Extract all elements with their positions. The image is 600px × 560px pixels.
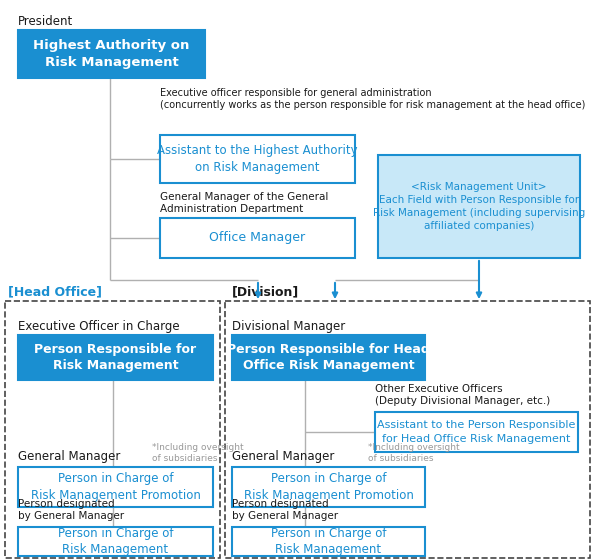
Bar xyxy=(18,467,213,507)
Text: Person Responsible for Head
Office Risk Management: Person Responsible for Head Office Risk … xyxy=(227,343,430,372)
Text: Person in Charge of
Risk Management Promotion: Person in Charge of Risk Management Prom… xyxy=(31,472,200,502)
Text: [Head Office]: [Head Office] xyxy=(8,285,102,298)
Text: Executive Officer in Charge: Executive Officer in Charge xyxy=(18,320,179,333)
Text: Person in Charge of
Risk Management Promotion: Person in Charge of Risk Management Prom… xyxy=(244,472,413,502)
Text: <Risk Management Unit>
Each Field with Person Responsible for
Risk Management (i: <Risk Management Unit> Each Field with P… xyxy=(373,181,585,231)
Bar xyxy=(18,335,213,380)
Bar xyxy=(18,527,213,556)
Bar xyxy=(232,335,425,380)
Bar xyxy=(378,155,580,258)
Bar xyxy=(232,467,425,507)
Bar xyxy=(225,301,590,558)
Text: *Including oversight
of subsidiaries: *Including oversight of subsidiaries xyxy=(368,443,460,463)
Bar xyxy=(232,527,425,556)
Text: [Division]: [Division] xyxy=(232,285,299,298)
Text: General Manager: General Manager xyxy=(232,450,334,463)
Bar xyxy=(18,30,205,78)
Text: Office Manager: Office Manager xyxy=(209,231,305,245)
Text: Person in Charge of
Risk Management: Person in Charge of Risk Management xyxy=(271,526,386,557)
Text: *Including oversight
of subsidiaries: *Including oversight of subsidiaries xyxy=(152,443,244,463)
Text: Assistant to the Person Responsible
for Head Office Risk Management: Assistant to the Person Responsible for … xyxy=(377,421,575,444)
Text: Person designated
by General Manager: Person designated by General Manager xyxy=(232,498,338,521)
Text: General Manager of the General
Administration Department: General Manager of the General Administr… xyxy=(160,192,328,214)
Text: Person in Charge of
Risk Management: Person in Charge of Risk Management xyxy=(58,526,173,557)
Text: Assistant to the Highest Authority
on Risk Management: Assistant to the Highest Authority on Ri… xyxy=(157,144,358,174)
Text: Divisional Manager: Divisional Manager xyxy=(232,320,345,333)
Text: General Manager: General Manager xyxy=(18,450,121,463)
Bar xyxy=(5,301,220,558)
Bar xyxy=(375,412,578,452)
Text: Person designated
by General Manager: Person designated by General Manager xyxy=(18,498,124,521)
Text: Highest Authority on
Risk Management: Highest Authority on Risk Management xyxy=(34,39,190,69)
Text: Other Executive Officers
(Deputy Divisional Manager, etc.): Other Executive Officers (Deputy Divisio… xyxy=(375,384,550,406)
Bar xyxy=(160,218,355,258)
Bar xyxy=(160,135,355,183)
Text: Executive officer responsible for general administration
(concurrently works as : Executive officer responsible for genera… xyxy=(160,87,586,110)
Text: President: President xyxy=(18,15,73,28)
Text: Person Responsible for
Risk Management: Person Responsible for Risk Management xyxy=(34,343,197,372)
